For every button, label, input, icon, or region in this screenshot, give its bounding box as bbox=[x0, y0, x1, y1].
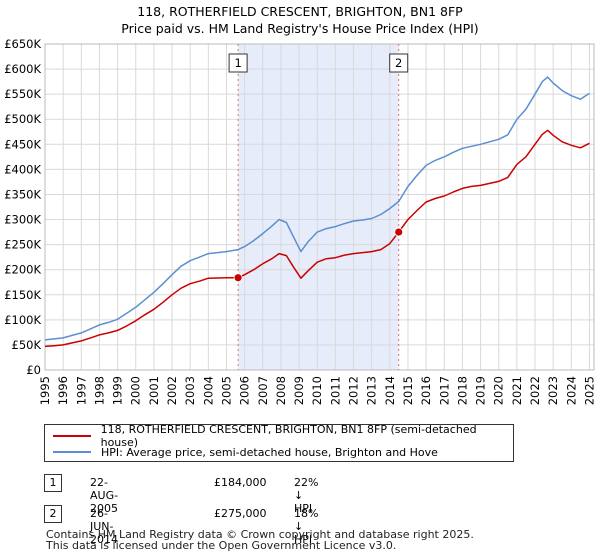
y-tick-label: £50K bbox=[12, 338, 42, 352]
legend-item-hpi: HPI: Average price, semi-detached house,… bbox=[53, 444, 438, 460]
transaction-date: 22-AUG-2005 bbox=[90, 476, 119, 515]
x-tick-label: 2000 bbox=[129, 376, 143, 405]
x-tick-label: 2009 bbox=[292, 376, 306, 405]
x-tick-label: 1996 bbox=[56, 376, 70, 405]
transaction-price: £184,000 bbox=[214, 476, 267, 489]
y-tick-label: £600K bbox=[4, 62, 41, 76]
marker-label: 1 bbox=[234, 56, 241, 70]
x-tick-label: 1999 bbox=[111, 376, 125, 405]
marker-label-box bbox=[389, 53, 409, 73]
x-tick-label: 2021 bbox=[510, 376, 524, 405]
transaction-hpi-diff: 18% ↓ HPI bbox=[294, 507, 319, 546]
y-tick-label: £500K bbox=[4, 112, 41, 126]
x-tick-label: 2001 bbox=[147, 376, 161, 405]
x-tick-label: 2002 bbox=[165, 376, 179, 405]
x-tick-label: 2014 bbox=[383, 376, 397, 405]
y-tick-label: £150K bbox=[4, 288, 41, 302]
x-tick-label: 2003 bbox=[183, 376, 197, 405]
legend-label-hpi: HPI: Average price, semi-detached house,… bbox=[101, 445, 438, 459]
chart-title: 118, ROTHERFIELD CRESCENT, BRIGHTON, BN1… bbox=[137, 4, 463, 19]
x-tick-label: 2006 bbox=[238, 376, 252, 405]
footer-attribution: Contains HM Land Registry data © Crown c… bbox=[46, 529, 474, 551]
legend-item-property: 118, ROTHERFIELD CRESCENT, BRIGHTON, BN1… bbox=[53, 423, 513, 449]
price-chart: 118, ROTHERFIELD CRESCENT, BRIGHTON, BN1… bbox=[4, 4, 596, 405]
x-tick-label: 2004 bbox=[201, 376, 215, 405]
y-tick-label: £400K bbox=[4, 162, 41, 176]
x-tick-label: 2010 bbox=[310, 376, 324, 405]
x-tick-label: 2023 bbox=[546, 376, 560, 405]
y-tick-label: £350K bbox=[4, 187, 41, 201]
footer-line-copyright: Contains HM Land Registry data © Crown c… bbox=[46, 528, 474, 541]
x-tick-label: 2015 bbox=[401, 376, 415, 405]
transaction-price: £275,000 bbox=[214, 507, 267, 520]
plot-border bbox=[44, 43, 595, 371]
x-tick-label: 1998 bbox=[92, 376, 106, 405]
x-tick-label: 2011 bbox=[328, 376, 342, 405]
x-tick-label: 2022 bbox=[528, 376, 542, 405]
marker-label-box bbox=[228, 53, 248, 73]
x-tick-label: 2024 bbox=[564, 376, 578, 405]
transaction-number: 2 bbox=[44, 505, 62, 523]
footer-line-licence: This data is licensed under the Open Gov… bbox=[46, 539, 397, 552]
y-tick-label: £250K bbox=[4, 238, 41, 252]
legend-label-property: 118, ROTHERFIELD CRESCENT, BRIGHTON, BN1… bbox=[100, 423, 477, 449]
x-tick-label: 2020 bbox=[492, 376, 506, 405]
sale-point bbox=[394, 227, 404, 237]
y-tick-label: £650K bbox=[4, 37, 41, 51]
x-tick-label: 2025 bbox=[582, 376, 596, 405]
transaction-date: 26-JUN-2014 bbox=[90, 507, 118, 546]
x-tick-label: 1997 bbox=[74, 376, 88, 405]
y-tick-label: £550K bbox=[4, 87, 41, 101]
legend-swatch-hpi bbox=[53, 451, 91, 453]
x-tick-label: 2016 bbox=[419, 376, 433, 405]
series-line-property bbox=[44, 129, 590, 348]
y-tick-label: £100K bbox=[4, 313, 41, 327]
marker-label: 2 bbox=[395, 56, 402, 70]
transaction-hpi-diff: 22% ↓ HPI bbox=[294, 476, 319, 515]
x-tick-label: 2013 bbox=[365, 376, 379, 405]
x-tick-label: 2017 bbox=[437, 376, 451, 405]
legend-swatch-property bbox=[53, 435, 91, 437]
x-tick-label: 2007 bbox=[256, 376, 270, 405]
x-tick-label: 2019 bbox=[474, 376, 488, 405]
x-tick-label: 2008 bbox=[274, 376, 288, 405]
y-tick-label: £450K bbox=[4, 137, 41, 151]
x-tick-label: 1995 bbox=[38, 376, 52, 405]
x-tick-label: 2018 bbox=[455, 376, 469, 405]
y-tick-label: £0 bbox=[26, 363, 41, 377]
sale-point bbox=[233, 273, 243, 283]
transaction-number: 1 bbox=[44, 474, 62, 492]
x-tick-label: 2012 bbox=[347, 376, 361, 405]
shaded-period bbox=[238, 44, 399, 370]
chart-legend: 118, ROTHERFIELD CRESCENT, BRIGHTON, BN1… bbox=[44, 423, 514, 462]
chart-subtitle: Price paid vs. HM Land Registry's House … bbox=[121, 21, 478, 36]
x-tick-label: 2005 bbox=[219, 376, 233, 405]
series-line-hpi bbox=[44, 76, 590, 341]
y-tick-label: £200K bbox=[4, 263, 41, 277]
y-tick-label: £300K bbox=[4, 213, 41, 227]
